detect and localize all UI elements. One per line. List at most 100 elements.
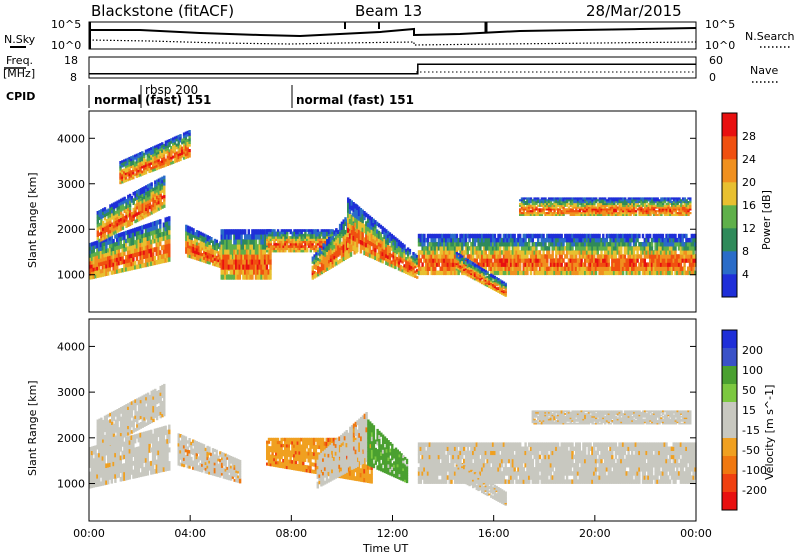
scatter-cell [430,233,433,239]
scatter-cell [466,264,469,267]
scatter-cell [656,270,659,276]
scatter-cell [311,265,314,269]
scatter-cell [318,255,322,259]
scatter-cell [350,219,353,226]
scatter-cell [659,242,663,247]
scatter-cell [594,262,598,267]
scatter-cell [166,147,169,151]
scatter-cell [103,229,107,234]
scatter-cell [135,163,139,166]
scatter-cell [452,246,455,251]
scatter-cell [143,245,146,251]
scatter-cell [656,233,659,239]
scatter-cell [143,162,146,166]
scatter-cell [376,237,379,242]
scatter-cell [542,254,545,259]
scatter-cell [564,270,567,276]
scatter-cell [116,241,119,246]
scatter-cell [632,254,636,259]
scatter-cell [251,264,254,270]
scatter-cell [195,245,199,249]
scatter-cell [164,148,168,152]
scatter-cell [235,249,238,255]
scatter-cell [674,254,677,259]
scatter-cell [186,133,189,137]
scatter-cell [166,248,169,254]
scatter-cell [233,259,236,265]
scatter-cell [368,248,372,254]
scatter-cell [159,143,162,146]
scatter-cell [613,197,616,200]
scatter-cell [130,237,133,242]
scatter-cell [275,236,278,239]
scatter-cell [509,254,513,259]
scatter-cell [185,224,188,229]
scatter-cell [144,152,148,155]
scatter-cell [133,156,137,160]
scatter-cell [558,202,562,206]
scatter-cell [317,270,320,274]
scatter-cell [533,246,536,251]
scatter-cell [186,144,189,148]
scatter-cell [472,254,475,259]
scatter-cell [141,170,144,174]
scatter-cell [134,210,137,214]
freq-tick-low: 8 [70,71,77,84]
scatter-cell [580,213,583,216]
scatter-cell [337,245,340,250]
scatter-cell [162,156,166,160]
scatter-cell [199,255,202,259]
scatter-cell [631,233,634,239]
scatter-cell [477,250,480,255]
scatter-cell [656,254,659,259]
scatter-cell [111,209,114,214]
scatter-cell [350,239,353,245]
scatter-cell [520,199,524,202]
scatter-cell [130,165,133,169]
scatter-cell [620,210,623,213]
scatter-cell [674,250,677,255]
scatter-cell [227,229,231,235]
scatter-cell [166,230,169,236]
scatter-cell [143,208,146,212]
scatter-cell [519,208,522,211]
scatter-cell [203,233,206,237]
scatter-cell [235,234,238,240]
scatter-cell [593,233,596,239]
scatter-cell [121,207,125,211]
scatter-cell [634,213,638,216]
scatter-cell [155,246,158,252]
scatter-cell [627,262,630,267]
scatter-cell [204,234,208,238]
scatter-cell [139,213,143,218]
scatter-cell [114,254,117,259]
scatter-cell [661,262,665,267]
scatter-cell [598,258,601,263]
scatter-cell [607,201,611,204]
scatter-cell [148,261,151,267]
scatter-cell [651,197,654,200]
scatter-cell [441,233,444,239]
scatter-cell [528,213,531,216]
scatter-cell [307,245,311,248]
scatter-cell [141,160,144,164]
scatter-cell [124,179,128,183]
scatter-cell [315,267,318,270]
scatter-cell [488,258,491,263]
scatter-cell [553,233,556,239]
scatter-cell [576,202,580,206]
scatter-cell [121,268,124,273]
scatter-cell [575,242,578,247]
scatter-cell [641,246,645,251]
scatter-cell [269,240,273,244]
scatter-cell [256,274,259,280]
scatter-cell [587,213,591,216]
scatter-cell [119,205,123,209]
scatter-cell [551,233,554,239]
scatter-cell [350,229,353,235]
scatter-cell [432,270,435,276]
scatter-cell [537,210,540,213]
scatter-cell [547,270,551,276]
scatter-cell [683,262,686,267]
scatter-cell [531,212,534,215]
